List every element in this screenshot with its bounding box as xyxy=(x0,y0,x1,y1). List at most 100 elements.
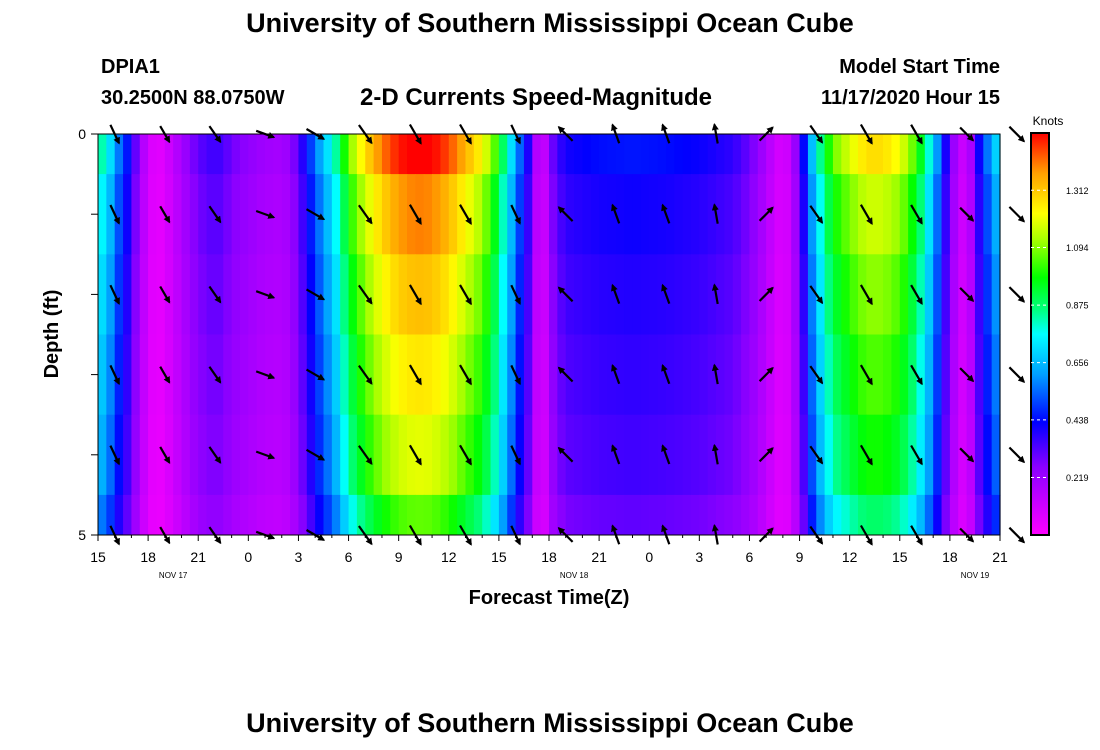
heatmap-cell xyxy=(657,174,667,255)
heatmap-cell xyxy=(640,134,650,175)
heatmap-cell xyxy=(448,334,458,416)
colorbar-ticks: 1.312 1.094 0.875 0.656 0.438 0.219 xyxy=(1031,186,1089,483)
heatmap-cell xyxy=(657,494,667,536)
heatmap-cell xyxy=(699,494,709,536)
heatmap-cell xyxy=(473,174,483,255)
heatmap-cell xyxy=(98,414,107,496)
heatmap-cell xyxy=(440,334,450,416)
heatmap-cell xyxy=(281,494,291,536)
heatmap-cell xyxy=(632,494,642,536)
heatmap-cell xyxy=(665,414,675,496)
heatmap-cell xyxy=(532,414,542,496)
heatmap-cell xyxy=(256,494,266,536)
current-arrow xyxy=(208,205,222,224)
heatmap-cell xyxy=(841,174,851,255)
heatmap-cell xyxy=(791,334,801,416)
heatmap-cell xyxy=(624,414,634,496)
date-label: NOV 17 xyxy=(159,571,188,580)
colorbar xyxy=(1030,132,1050,536)
heatmap-cell xyxy=(949,334,959,416)
current-arrow xyxy=(758,447,774,463)
heatmap-cell xyxy=(398,174,408,255)
heatmap-cell xyxy=(423,254,433,335)
heatmap-cell xyxy=(624,134,634,175)
colorbar-tick-label: 0.875 xyxy=(1066,301,1089,311)
heatmap-cell xyxy=(164,174,174,255)
heatmap-cell xyxy=(123,494,133,536)
heatmap-cell xyxy=(966,134,976,175)
heatmap-cell xyxy=(983,494,993,536)
heatmap-cell xyxy=(974,134,984,175)
heatmap-cell xyxy=(290,334,300,416)
heatmap-cell xyxy=(816,334,826,416)
heatmap-cell xyxy=(348,494,358,536)
heatmap-cell xyxy=(924,414,934,496)
heatmap-cell xyxy=(340,494,350,536)
plot-subtitle: 2-D Currents Speed-Magnitude xyxy=(360,84,713,111)
heatmap-cell xyxy=(858,254,867,335)
station-coordinates: 30.2500N 88.0750W xyxy=(101,87,285,109)
heatmap-cell xyxy=(649,414,659,496)
heatmap-cell xyxy=(381,494,391,536)
heatmap-cell xyxy=(365,414,375,496)
heatmap-cell xyxy=(206,334,216,416)
heatmap-cell xyxy=(908,414,918,496)
heatmap-cell xyxy=(791,254,801,335)
heatmap-cell xyxy=(649,174,659,255)
heatmap-cell xyxy=(407,414,416,496)
heatmap-cell xyxy=(248,174,258,255)
heatmap-cell xyxy=(223,174,233,255)
heatmap-cell xyxy=(123,134,133,175)
heatmap-cell xyxy=(407,174,416,255)
heatmap-cell xyxy=(624,254,634,335)
x-tick-label: 9 xyxy=(796,549,804,565)
heatmap-cell xyxy=(181,414,191,496)
heatmap-cell xyxy=(690,494,700,536)
heatmap-cell xyxy=(824,414,834,496)
heatmap-cell xyxy=(223,134,233,175)
heatmap-cell xyxy=(482,494,492,536)
heatmap-cell xyxy=(883,174,893,255)
heatmap-cell xyxy=(874,134,884,175)
heatmap-cell xyxy=(858,134,867,175)
heatmap-cell xyxy=(632,334,642,416)
heatmap-cell xyxy=(615,254,625,335)
heatmap-cell xyxy=(732,134,742,175)
heatmap-cell xyxy=(540,494,550,536)
heatmap-cell xyxy=(749,134,759,175)
heatmap-cell xyxy=(139,174,149,255)
heatmap-cell xyxy=(123,334,133,416)
heatmap-cell xyxy=(173,414,183,496)
heatmap-cell xyxy=(173,134,183,175)
current-arrow xyxy=(408,444,422,466)
heatmap-cell xyxy=(248,254,258,335)
heatmap-cell xyxy=(991,494,1001,536)
heatmap-cell xyxy=(515,174,525,255)
current-arrow xyxy=(859,204,873,225)
heatmap-cell xyxy=(390,494,400,536)
heatmap-cell xyxy=(365,254,375,335)
heatmap-cell xyxy=(916,134,926,175)
heatmap-cell xyxy=(749,494,759,536)
heatmap-cell xyxy=(640,334,650,416)
heatmap-cell xyxy=(599,414,609,496)
colorbar-tick-label: 1.094 xyxy=(1066,243,1089,253)
heatmap-cell xyxy=(674,334,684,416)
heatmap-cell xyxy=(707,494,717,536)
heatmap-cell xyxy=(916,414,926,496)
current-arrow xyxy=(959,287,975,302)
heatmap-cell xyxy=(381,334,391,416)
model-start-time: 11/17/2020 Hour 15 xyxy=(820,87,1000,109)
heatmap-cell xyxy=(983,414,993,496)
heatmap-cell xyxy=(106,134,116,175)
heatmap-cell xyxy=(290,174,300,255)
heatmap-cell xyxy=(983,334,993,416)
heatmap-cell xyxy=(924,174,934,255)
heatmap-cell xyxy=(248,134,258,175)
heatmap-cell xyxy=(816,494,826,536)
heatmap-cell xyxy=(832,254,842,335)
heatmap-cell xyxy=(949,174,959,255)
heatmap-cell xyxy=(206,494,216,536)
heatmap-cell xyxy=(640,494,650,536)
heatmap-cell xyxy=(448,414,458,496)
